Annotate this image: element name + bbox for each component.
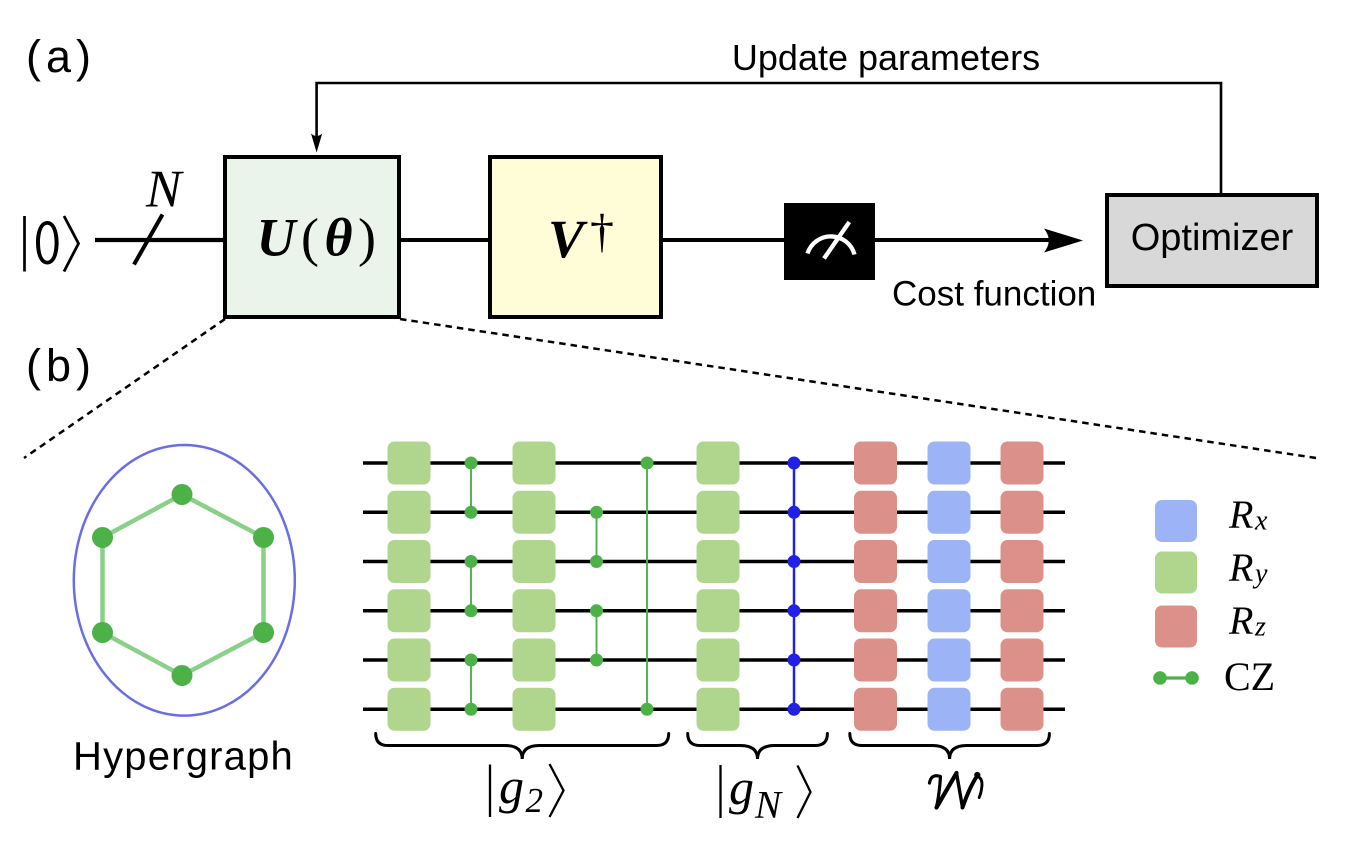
svg-text:N: N bbox=[754, 784, 783, 827]
svg-text:R: R bbox=[1228, 598, 1253, 643]
svg-text:U(θ): U(θ) bbox=[257, 208, 382, 268]
svg-text:Optimizer: Optimizer bbox=[1131, 217, 1294, 259]
svg-text:(a): (a) bbox=[26, 31, 96, 82]
svg-text:Hypergraph: Hypergraph bbox=[73, 735, 294, 779]
svg-text:z: z bbox=[1254, 612, 1266, 643]
svg-text:Cost function: Cost function bbox=[892, 275, 1096, 314]
svg-text:R: R bbox=[1228, 492, 1253, 537]
svg-text:V: V bbox=[548, 209, 588, 269]
svg-text:R: R bbox=[1228, 545, 1253, 590]
svg-text:(b): (b) bbox=[26, 340, 96, 391]
svg-text:N: N bbox=[145, 161, 184, 219]
svg-text:CZ: CZ bbox=[1224, 654, 1275, 699]
svg-text:2: 2 bbox=[526, 781, 544, 820]
svg-text:Update parameters: Update parameters bbox=[732, 37, 1040, 78]
svg-text:x: x bbox=[1254, 506, 1268, 537]
svg-text:y: y bbox=[1252, 559, 1268, 590]
svg-text:g: g bbox=[729, 759, 754, 815]
svg-text:g: g bbox=[499, 758, 524, 814]
svg-text:†: † bbox=[590, 205, 614, 258]
